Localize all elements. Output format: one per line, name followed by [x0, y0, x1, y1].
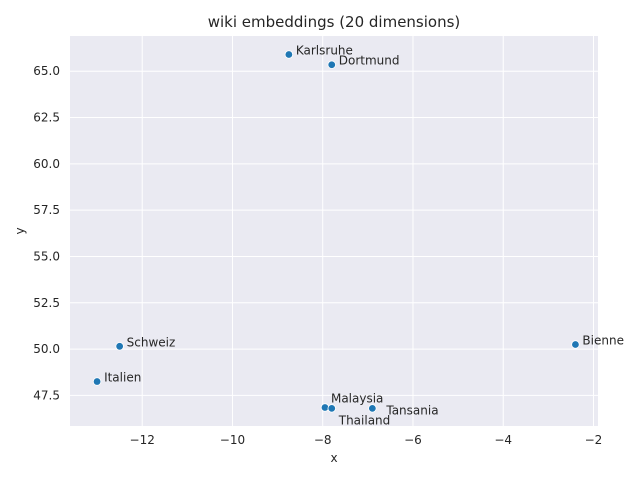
- data-points: [92, 50, 580, 413]
- y-tick-label: 60.0: [33, 157, 60, 171]
- y-axis-label: y: [13, 227, 27, 234]
- plot-area: [70, 36, 598, 426]
- point-label: Malaysia: [331, 391, 383, 405]
- y-axis-ticks: 47.5 50.0 52.5 55.0 57.5 60.0 62.5 65.0: [33, 64, 60, 402]
- data-point: [115, 342, 124, 351]
- x-tick-label: −10: [220, 433, 245, 447]
- x-axis-label: x: [330, 451, 337, 465]
- x-tick-label: −8: [314, 433, 332, 447]
- data-point: [92, 377, 102, 386]
- chart-title: wiki embeddings (20 dimensions): [208, 13, 461, 31]
- data-point: [320, 403, 330, 412]
- data-point: [327, 404, 336, 413]
- x-tick-label: −12: [130, 433, 155, 447]
- y-tick-label: 65.0: [33, 64, 60, 78]
- point-label: Karlsruhe: [296, 44, 353, 58]
- data-point: [284, 50, 294, 59]
- x-axis-ticks: −12 −10 −8 −6 −4 −2: [130, 433, 603, 447]
- y-tick-label: 52.5: [33, 296, 60, 310]
- x-tick-label: −4: [494, 433, 512, 447]
- x-tick-label: −6: [404, 433, 422, 447]
- data-point: [368, 404, 377, 413]
- y-tick-label: 57.5: [33, 203, 60, 217]
- grid: [70, 36, 598, 426]
- data-point: [571, 340, 580, 349]
- point-label: Italien: [104, 371, 141, 385]
- y-tick-label: 50.0: [33, 342, 60, 356]
- point-label: Bienne: [582, 333, 624, 347]
- y-tick-label: 55.0: [33, 249, 60, 263]
- y-tick-label: 62.5: [33, 111, 60, 125]
- point-label: Dortmund: [339, 54, 400, 68]
- point-label: Tansania: [385, 403, 438, 417]
- point-label: Schweiz: [127, 335, 176, 349]
- x-tick-label: −2: [585, 433, 603, 447]
- y-tick-label: 47.5: [33, 388, 60, 402]
- data-point: [327, 60, 336, 69]
- point-label: Thailand: [338, 413, 391, 427]
